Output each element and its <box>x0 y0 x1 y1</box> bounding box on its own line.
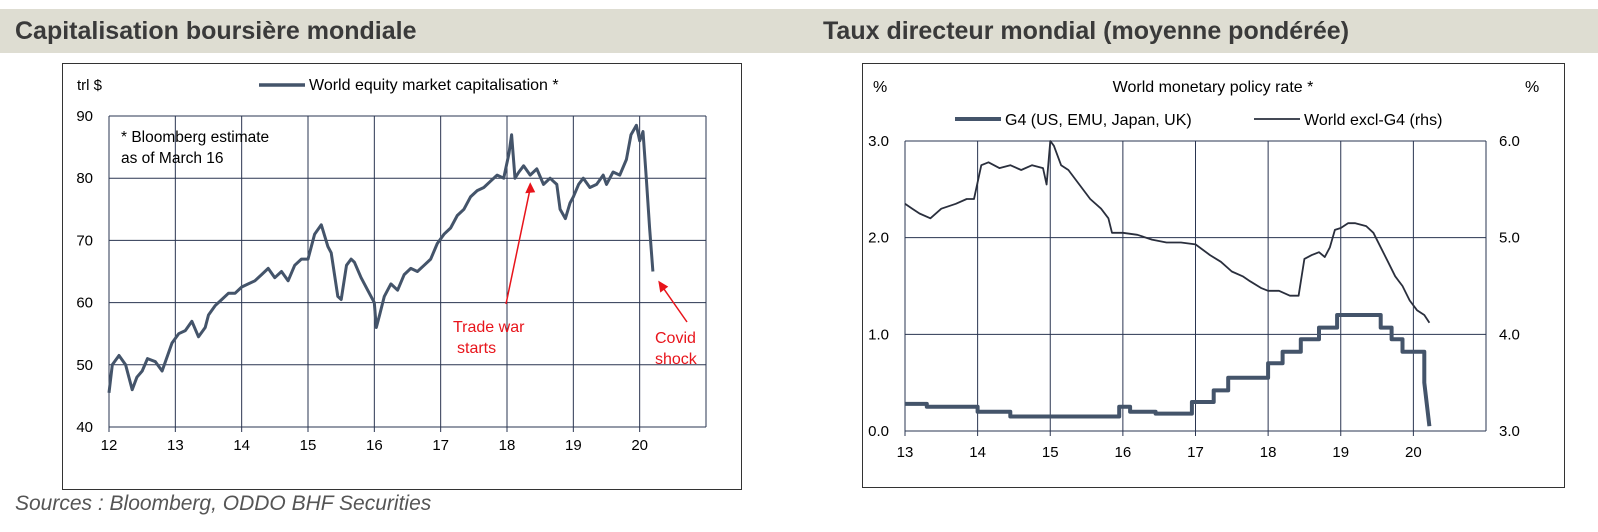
estimate-note-line1: * Bloomberg estimate <box>121 129 269 146</box>
y-tick-label: 90 <box>76 108 93 125</box>
legend-label: World equity market capitalisation * <box>309 77 559 94</box>
x-tick-label: 13 <box>897 444 914 461</box>
x-tick-label: 17 <box>1187 444 1204 461</box>
covid-label-line1: Covid <box>655 330 696 347</box>
world-excl-g4-series-line <box>904 140 1431 324</box>
estimate-note-line2: as of March 16 <box>121 150 224 167</box>
sources-note: Sources : Bloomberg, ODDO BHF Securities <box>15 492 432 515</box>
header-band <box>0 9 1598 53</box>
x-tick-label: 14 <box>969 444 986 461</box>
left-y-tick-label: 1.0 <box>868 326 889 343</box>
x-tick-label: 16 <box>1115 444 1132 461</box>
right-y-tick-label: 4.0 <box>1499 326 1520 343</box>
equity-chart-frame: trl $ World equity market capitalisation … <box>62 63 742 490</box>
right-panel-title: Taux directeur mondial (moyenne pondérée… <box>823 17 1350 45</box>
trade-war-arrow-head <box>525 182 536 194</box>
x-tick-label: 15 <box>300 437 317 454</box>
x-tick-label: 13 <box>167 437 184 454</box>
right-axis-unit-label: % <box>1525 79 1539 96</box>
right-y-tick-label: 6.0 <box>1499 133 1520 150</box>
x-tick-label: 15 <box>1042 444 1059 461</box>
equity-market-cap-chart: trl $ World equity market capitalisation … <box>76 77 707 454</box>
equity-cap-series-line <box>107 123 655 393</box>
chart-title: World monetary policy rate * <box>1113 79 1314 96</box>
x-tick-label: 16 <box>366 437 383 454</box>
policy-rate-chart-frame: %% World monetary policy rate * G4 (US, EM… <box>862 63 1565 488</box>
y-tick-label: 70 <box>76 232 93 249</box>
trade-war-arrow-line <box>505 188 531 305</box>
left-y-tick-label: 0.0 <box>868 423 889 440</box>
x-tick-label: 12 <box>101 437 118 454</box>
x-tick-label: 20 <box>631 437 648 454</box>
x-tick-label: 17 <box>432 437 449 454</box>
covid-label-line2: shock <box>655 351 698 368</box>
x-tick-label: 19 <box>1332 444 1349 461</box>
trade-war-label-line2: starts <box>457 340 496 357</box>
legend-label-g4: G4 (US, EMU, Japan, UK) <box>1005 112 1192 129</box>
x-tick-label: 19 <box>565 437 582 454</box>
left-y-tick-label: 2.0 <box>868 230 889 247</box>
y-tick-label: 50 <box>76 357 93 374</box>
legend-label-world-excl-g4: World excl-G4 (rhs) <box>1304 112 1442 129</box>
left-y-tick-label: 3.0 <box>868 133 889 150</box>
right-y-tick-label: 5.0 <box>1499 230 1520 247</box>
x-tick-label: 18 <box>499 437 516 454</box>
covid-arrow-line <box>661 286 688 323</box>
g4-series-line <box>905 313 1432 427</box>
left-axis-unit-label: % <box>873 79 887 96</box>
trade-war-label-line1: Trade war <box>453 319 525 336</box>
x-tick-label: 20 <box>1405 444 1422 461</box>
left-panel-title: Capitalisation boursière mondiale <box>15 17 417 45</box>
right-y-tick-label: 3.0 <box>1499 423 1520 440</box>
x-tick-label: 14 <box>233 437 250 454</box>
y-axis-unit-label: trl $ <box>77 77 103 94</box>
y-tick-label: 60 <box>76 295 93 312</box>
policy-rate-chart: % % World monetary policy rate * G4 (US, EM… <box>868 79 1539 461</box>
x-tick-label: 18 <box>1260 444 1277 461</box>
y-tick-label: 80 <box>76 170 93 187</box>
covid-arrow-head <box>658 280 669 293</box>
y-tick-label: 40 <box>76 419 93 436</box>
